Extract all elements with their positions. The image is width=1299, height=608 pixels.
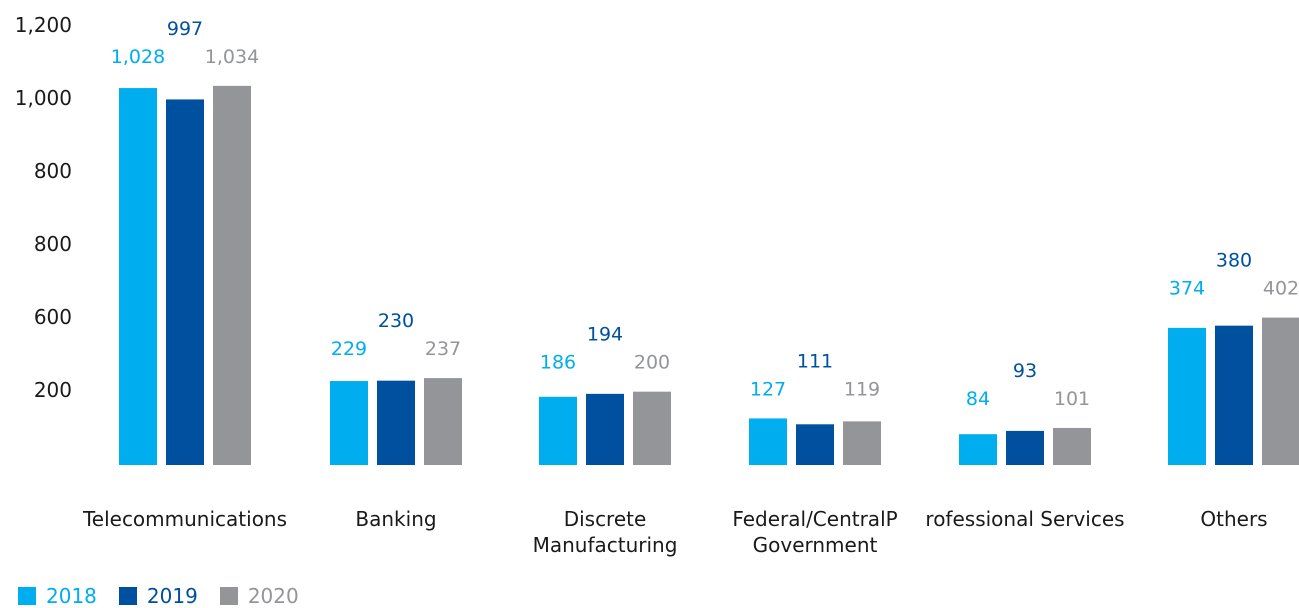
bar-2018[interactable]	[119, 88, 157, 466]
bar-2020[interactable]	[633, 391, 671, 465]
bar-2019[interactable]	[1006, 430, 1044, 465]
data-label-2019: 194	[587, 324, 623, 346]
bar-2020[interactable]	[1262, 317, 1299, 465]
data-label-2018: 186	[540, 352, 576, 374]
data-label-2018: 127	[750, 378, 786, 400]
data-label-2020: 237	[425, 338, 461, 360]
bar-2020[interactable]	[843, 421, 881, 465]
bar-2018[interactable]	[959, 434, 997, 465]
bar-group: 229 230 237	[330, 310, 462, 465]
data-label-2020: 200	[634, 352, 670, 374]
category-label: Banking	[355, 507, 436, 531]
bar-group: 374 380 402	[1168, 250, 1299, 465]
y-tick-label: 800	[34, 232, 72, 256]
data-label-2019: 111	[797, 350, 833, 372]
category-label: Others	[1200, 507, 1267, 531]
data-label-2020: 1,034	[205, 46, 259, 68]
bar-2019[interactable]	[796, 424, 834, 465]
bar-2018[interactable]	[749, 418, 787, 465]
data-label-2019: 380	[1216, 250, 1252, 272]
y-tick-label: 600	[34, 305, 72, 329]
data-label-2019: 230	[378, 310, 414, 332]
y-tick-label: 1,200	[15, 13, 72, 37]
bar-2019[interactable]	[1215, 325, 1253, 465]
data-label-2020: 402	[1263, 278, 1299, 300]
y-tick-label: 1,000	[15, 86, 72, 110]
bar-2020[interactable]	[424, 378, 462, 465]
data-label-2018: 1,028	[111, 46, 165, 68]
legend-item-2020[interactable]: 2020	[219, 584, 299, 608]
data-label-2020: 119	[844, 378, 880, 400]
y-tick-label: 800	[34, 159, 72, 183]
bar-2019[interactable]	[166, 99, 204, 465]
bar-2018[interactable]	[1168, 327, 1206, 465]
data-label-2019: 93	[1013, 360, 1037, 382]
legend-label-2020: 2020	[247, 584, 299, 608]
legend-swatch-2019	[118, 587, 137, 605]
bar-2019[interactable]	[586, 393, 624, 465]
data-label-2019: 997	[167, 18, 203, 40]
bar-2018[interactable]	[539, 396, 577, 465]
legend-item-2019[interactable]: 2019	[118, 584, 198, 608]
legend: 2018 2019 2020	[18, 585, 299, 607]
data-label-2018: 229	[331, 338, 367, 360]
legend-label-2018: 2018	[46, 584, 97, 608]
data-label-2020: 101	[1054, 388, 1090, 410]
bar-group: 186 194 200	[539, 324, 671, 465]
bar-group: 84 93 101	[959, 360, 1091, 465]
bar-2018[interactable]	[330, 381, 368, 465]
bar-2020[interactable]	[1053, 427, 1091, 465]
category-label: rofessional Services	[925, 507, 1124, 531]
legend-swatch-2020	[219, 587, 238, 605]
bar-2020[interactable]	[213, 85, 251, 465]
category-label: Telecommunications	[82, 507, 287, 531]
legend-label-2019: 2019	[146, 584, 198, 608]
legend-swatch-2018	[18, 587, 36, 605]
y-axis: 1,200 1,000 800 800 600 200	[15, 13, 72, 402]
legend-item-2018[interactable]: 2018	[18, 585, 97, 607]
x-axis-categories: Telecommunications Banking Discrete Manufac…	[82, 507, 1268, 557]
y-tick-label: 200	[34, 378, 72, 402]
bar-group: 127 111 119	[749, 350, 881, 465]
data-label-2018: 374	[1169, 278, 1205, 300]
bar-2019[interactable]	[377, 380, 415, 465]
data-label-2018: 84	[966, 388, 990, 410]
category-label: Discrete Manufacturing	[533, 507, 678, 557]
category-label: Federal/CentralP Government	[732, 507, 897, 557]
